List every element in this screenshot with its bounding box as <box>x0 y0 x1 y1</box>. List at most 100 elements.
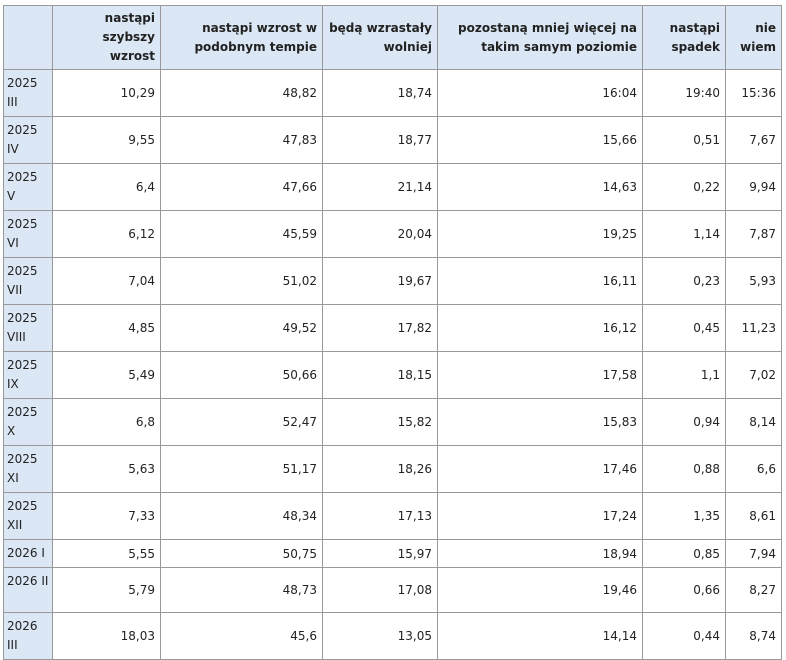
cell: 19,67 <box>322 257 438 305</box>
row-label: 2026 III <box>3 612 53 660</box>
table-row: 2025 V 6,4 47,66 21,14 14,63 0,22 9,94 <box>3 163 782 211</box>
cell: 6,6 <box>725 445 782 493</box>
cell: 18,26 <box>322 445 438 493</box>
row-label: 2025 IX <box>3 351 53 399</box>
cell: 0,51 <box>642 116 726 164</box>
cell: 0,23 <box>642 257 726 305</box>
cell: 1,14 <box>642 210 726 258</box>
cell: 14,14 <box>437 612 643 660</box>
cell: 6,4 <box>52 163 161 211</box>
cell: 7,02 <box>725 351 782 399</box>
cell: 17,82 <box>322 304 438 352</box>
cell: 17,08 <box>322 567 438 613</box>
table-row: 2025 VI 6,12 45,59 20,04 19,25 1,14 7,87 <box>3 210 782 258</box>
row-label: 2025 VIII <box>3 304 53 352</box>
cell: 7,04 <box>52 257 161 305</box>
data-table: nastąpi szybszy wzrost nastąpi wzrost w p… <box>3 5 782 660</box>
cell: 1,35 <box>642 492 726 540</box>
cell: 21,14 <box>322 163 438 211</box>
cell: 15,83 <box>437 398 643 446</box>
cell: 15,97 <box>322 539 438 568</box>
cell: 52,47 <box>160 398 323 446</box>
column-header: nastąpi wzrost w podobnym tempie <box>160 5 323 70</box>
cell: 49,52 <box>160 304 323 352</box>
cell: 17,58 <box>437 351 643 399</box>
table-row: 2026 I 5,55 50,75 15,97 18,94 0,85 7,94 <box>3 539 782 568</box>
table-row: 2025 IV 9,55 47,83 18,77 15,66 0,51 7,67 <box>3 116 782 164</box>
cell: 51,17 <box>160 445 323 493</box>
cell: 5,93 <box>725 257 782 305</box>
cell: 7,33 <box>52 492 161 540</box>
column-header: będą wzrastały wolniej <box>322 5 438 70</box>
cell: 7,94 <box>725 539 782 568</box>
cell: 18,94 <box>437 539 643 568</box>
cell: 50,75 <box>160 539 323 568</box>
cell: 16,11 <box>437 257 643 305</box>
cell: 17,46 <box>437 445 643 493</box>
row-label: 2025 IV <box>3 116 53 164</box>
cell: 9,55 <box>52 116 161 164</box>
cell: 6,8 <box>52 398 161 446</box>
cell: 13,05 <box>322 612 438 660</box>
cell: 17,13 <box>322 492 438 540</box>
cell: 19:40 <box>642 69 726 117</box>
table-row: 2026 III 18,03 45,6 13,05 14,14 0,44 8,74 <box>3 612 782 660</box>
cell: 48,73 <box>160 567 323 613</box>
cell: 0,94 <box>642 398 726 446</box>
row-label: 2025 V <box>3 163 53 211</box>
cell: 9,94 <box>725 163 782 211</box>
cell: 18,15 <box>322 351 438 399</box>
cell: 51,02 <box>160 257 323 305</box>
cell: 0,66 <box>642 567 726 613</box>
cell: 7,87 <box>725 210 782 258</box>
cell: 19,25 <box>437 210 643 258</box>
cell: 16:04 <box>437 69 643 117</box>
cell: 47,83 <box>160 116 323 164</box>
cell: 4,85 <box>52 304 161 352</box>
table-row: 2025 IX 5,49 50,66 18,15 17,58 1,1 7,02 <box>3 351 782 399</box>
cell: 7,67 <box>725 116 782 164</box>
row-label: 2025 VI <box>3 210 53 258</box>
cell: 0,22 <box>642 163 726 211</box>
cell: 45,6 <box>160 612 323 660</box>
table-row: 2025 XII 7,33 48,34 17,13 17,24 1,35 8,61 <box>3 492 782 540</box>
cell: 0,45 <box>642 304 726 352</box>
row-label: 2026 I <box>3 539 53 568</box>
cell: 11,23 <box>725 304 782 352</box>
cell: 48,82 <box>160 69 323 117</box>
cell: 50,66 <box>160 351 323 399</box>
cell: 18,74 <box>322 69 438 117</box>
row-label: 2025 VII <box>3 257 53 305</box>
cell: 15:36 <box>725 69 782 117</box>
column-header: nastąpi szybszy wzrost <box>52 5 161 70</box>
cell: 5,63 <box>52 445 161 493</box>
cell: 0,44 <box>642 612 726 660</box>
row-label: 2025 III <box>3 69 53 117</box>
column-header: nastąpi spadek <box>642 5 726 70</box>
cell: 20,04 <box>322 210 438 258</box>
cell: 47,66 <box>160 163 323 211</box>
corner-cell <box>3 5 53 70</box>
row-label: 2026 II <box>3 567 53 613</box>
cell: 0,88 <box>642 445 726 493</box>
table-row: 2025 III 10,29 48,82 18,74 16:04 19:40 15:36 <box>3 69 782 117</box>
cell: 1,1 <box>642 351 726 399</box>
cell: 5,49 <box>52 351 161 399</box>
cell: 17,24 <box>437 492 643 540</box>
table-body: 2025 III 10,29 48,82 18,74 16:04 19:40 15:36 20… <box>3 69 782 660</box>
table-row: 2025 VIII 4,85 49,52 17,82 16,12 0,45 11,23 <box>3 304 782 352</box>
table-row: 2025 X 6,8 52,47 15,82 15,83 0,94 8,14 <box>3 398 782 446</box>
column-header: nie wiem <box>725 5 782 70</box>
cell: 14,63 <box>437 163 643 211</box>
cell: 10,29 <box>52 69 161 117</box>
cell: 19,46 <box>437 567 643 613</box>
cell: 15,82 <box>322 398 438 446</box>
cell: 5,79 <box>52 567 161 613</box>
cell: 45,59 <box>160 210 323 258</box>
cell: 16,12 <box>437 304 643 352</box>
table-row: 2025 VII 7,04 51,02 19,67 16,11 0,23 5,93 <box>3 257 782 305</box>
row-label: 2025 XII <box>3 492 53 540</box>
cell: 18,77 <box>322 116 438 164</box>
cell: 18,03 <box>52 612 161 660</box>
row-label: 2025 XI <box>3 445 53 493</box>
